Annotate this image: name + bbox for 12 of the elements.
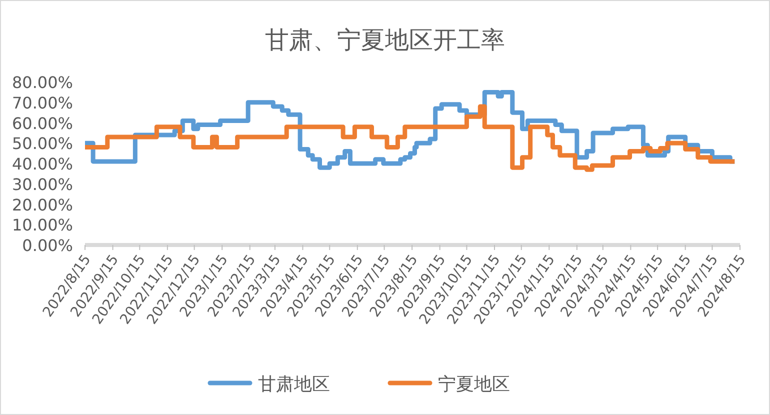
y-tick-label: 40.00%: [12, 154, 73, 174]
y-tick-label: 70.00%: [12, 93, 73, 112]
y-tick-label: 60.00%: [12, 114, 73, 133]
y-tick-label: 30.00%: [12, 174, 73, 194]
legend-label: 宁夏地区: [438, 374, 510, 395]
chart-title: 甘肃、宁夏地区开工率: [265, 26, 505, 54]
y-tick-label: 10.00%: [12, 216, 73, 235]
legend-label: 甘肃地区: [258, 374, 330, 395]
y-tick-label: 0.00%: [22, 236, 73, 255]
y-tick-label: 80.00%: [12, 73, 73, 92]
y-tick-label: 50.00%: [12, 134, 73, 154]
y-tick-label: 20.00%: [12, 195, 73, 214]
